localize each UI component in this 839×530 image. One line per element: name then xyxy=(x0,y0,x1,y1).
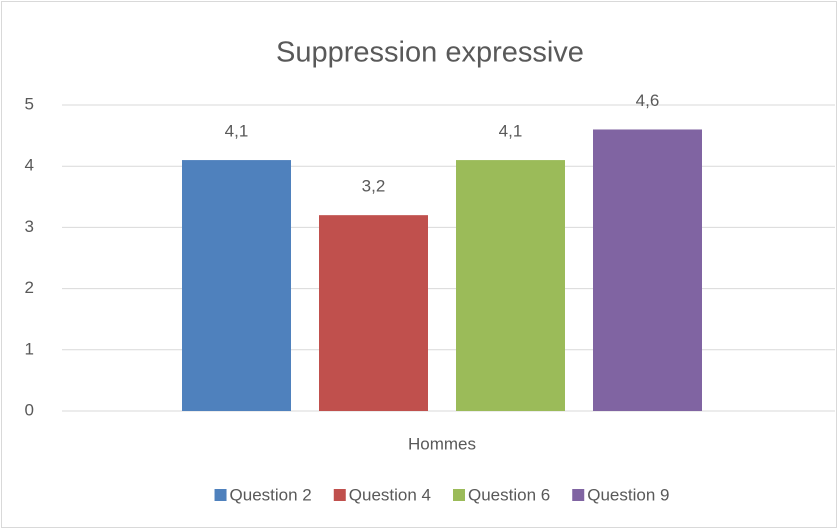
y-tick-label: 2 xyxy=(25,278,34,297)
y-tick-label: 0 xyxy=(25,400,34,419)
bar xyxy=(182,160,291,411)
data-label: 4,1 xyxy=(225,122,249,141)
y-tick-label: 4 xyxy=(25,156,34,175)
y-tick-label: 1 xyxy=(25,339,34,358)
legend-swatch xyxy=(453,489,465,501)
y-tick-label: 3 xyxy=(25,217,34,236)
legend-label: Question 6 xyxy=(468,485,550,504)
bar xyxy=(593,129,702,412)
legend-label: Question 4 xyxy=(349,485,431,504)
legend-swatch xyxy=(333,489,346,501)
legend-swatch xyxy=(572,489,585,501)
legend-swatch xyxy=(214,489,227,501)
legend-label: Question 2 xyxy=(230,485,312,504)
data-label: 4,6 xyxy=(636,91,660,110)
chart-title: Suppression expressive xyxy=(276,37,584,69)
data-label: 3,2 xyxy=(362,177,386,196)
y-tick-label: 5 xyxy=(25,94,34,113)
legend-label: Question 9 xyxy=(587,485,669,504)
x-tick-label: Hommes xyxy=(408,434,476,453)
bar xyxy=(456,160,565,411)
bar xyxy=(319,215,428,411)
data-label: 4,1 xyxy=(499,122,523,141)
